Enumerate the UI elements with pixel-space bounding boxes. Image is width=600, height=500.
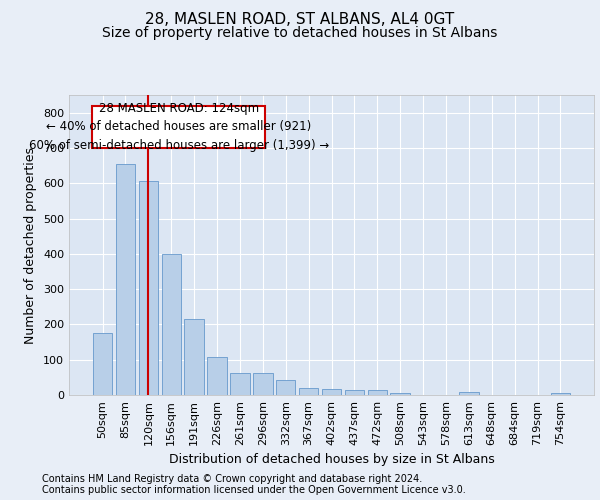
Bar bbox=[184, 319, 204, 395]
Bar bbox=[368, 390, 387, 395]
FancyBboxPatch shape bbox=[92, 106, 265, 148]
Bar bbox=[276, 380, 295, 395]
Bar bbox=[344, 390, 364, 395]
Text: 28 MASLEN ROAD: 124sqm
← 40% of detached houses are smaller (921)
60% of semi-de: 28 MASLEN ROAD: 124sqm ← 40% of detached… bbox=[29, 102, 329, 152]
Bar bbox=[230, 373, 250, 395]
Bar bbox=[459, 392, 479, 395]
Bar bbox=[93, 333, 112, 395]
X-axis label: Distribution of detached houses by size in St Albans: Distribution of detached houses by size … bbox=[169, 454, 494, 466]
Bar bbox=[299, 388, 319, 395]
Bar bbox=[551, 392, 570, 395]
Y-axis label: Number of detached properties: Number of detached properties bbox=[25, 146, 37, 344]
Bar bbox=[391, 392, 410, 395]
Bar bbox=[208, 357, 227, 395]
Bar bbox=[116, 164, 135, 395]
Bar bbox=[161, 254, 181, 395]
Text: Size of property relative to detached houses in St Albans: Size of property relative to detached ho… bbox=[103, 26, 497, 40]
Text: Contains HM Land Registry data © Crown copyright and database right 2024.: Contains HM Land Registry data © Crown c… bbox=[42, 474, 422, 484]
Bar bbox=[322, 389, 341, 395]
Bar bbox=[139, 182, 158, 395]
Text: Contains public sector information licensed under the Open Government Licence v3: Contains public sector information licen… bbox=[42, 485, 466, 495]
Bar bbox=[253, 373, 272, 395]
Text: 28, MASLEN ROAD, ST ALBANS, AL4 0GT: 28, MASLEN ROAD, ST ALBANS, AL4 0GT bbox=[145, 12, 455, 28]
